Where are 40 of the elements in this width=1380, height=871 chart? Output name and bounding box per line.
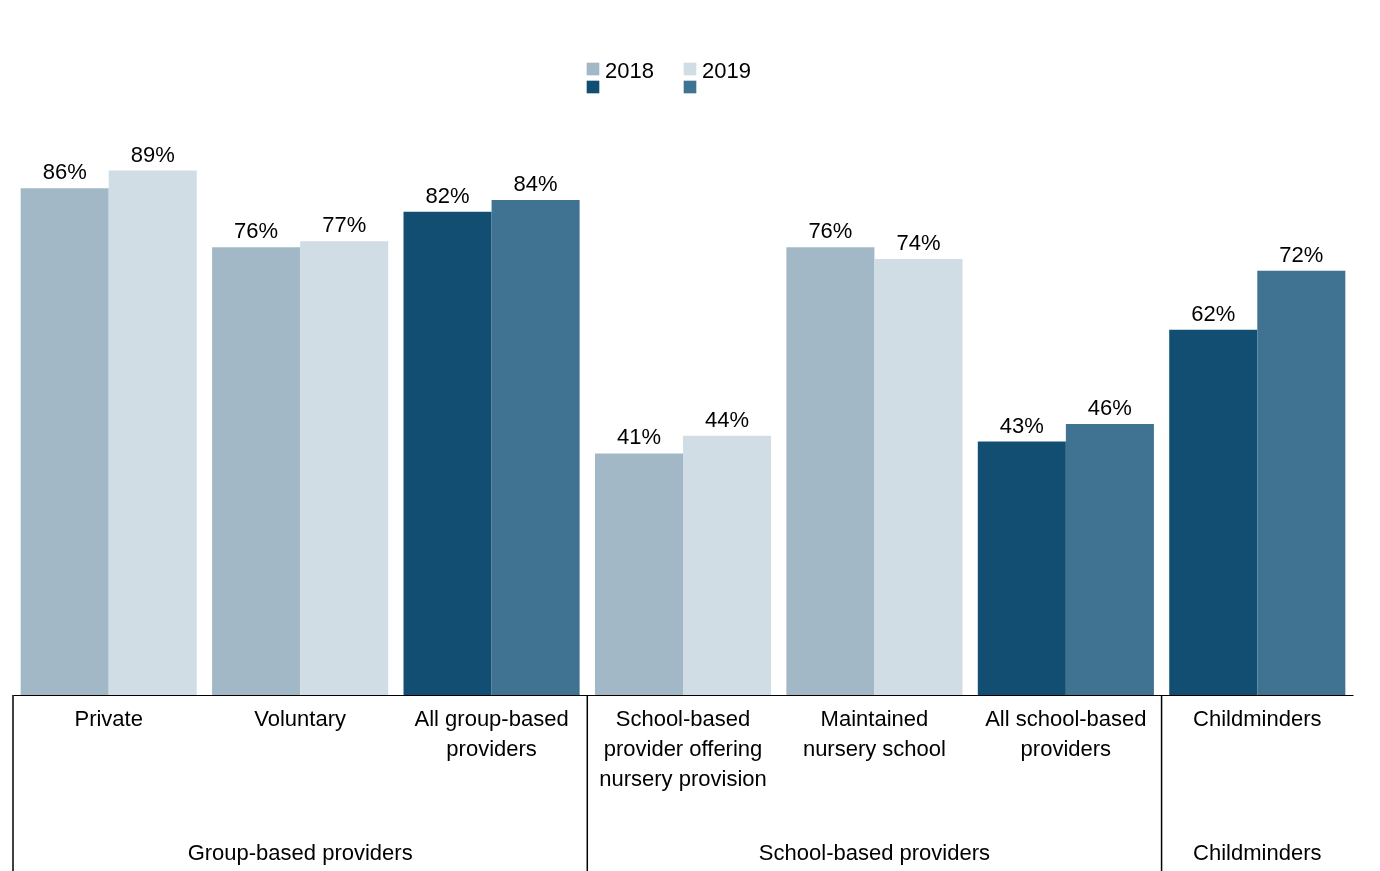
bar xyxy=(300,241,389,695)
bar xyxy=(683,435,772,695)
bar xyxy=(491,200,580,695)
data-label: 82% xyxy=(425,182,470,208)
bar xyxy=(20,188,109,695)
data-label: 62% xyxy=(1191,300,1236,326)
x-tick-label: All school-based providers xyxy=(985,706,1147,761)
bar xyxy=(874,258,963,695)
data-label: 77% xyxy=(322,212,367,238)
data-label: 76% xyxy=(234,218,279,244)
data-label: 41% xyxy=(616,424,661,450)
data-label: 89% xyxy=(130,141,175,167)
bar xyxy=(977,441,1066,695)
x-tick-label: All group-based providers xyxy=(414,706,569,761)
legend-label: 2018 xyxy=(605,58,654,83)
bar xyxy=(108,170,197,695)
data-label: 46% xyxy=(1087,394,1132,420)
data-label: 76% xyxy=(808,218,853,244)
bar xyxy=(594,453,683,695)
bar xyxy=(1169,329,1258,695)
bar xyxy=(403,211,492,695)
x-tick-label: School-based provider offering nursery provision xyxy=(599,706,767,791)
x-tick-label: Childminders xyxy=(1193,706,1322,731)
bar xyxy=(1257,270,1346,695)
text: Childminders xyxy=(1193,840,1322,865)
data-label: 86% xyxy=(42,159,87,185)
text: School-based providers xyxy=(758,840,990,865)
data-label: 44% xyxy=(705,406,750,432)
data-label: 74% xyxy=(896,229,941,255)
x-tick-label: Maintained nursery school xyxy=(802,706,946,761)
data-label: 84% xyxy=(513,171,558,197)
bar xyxy=(786,247,875,695)
data-label: 43% xyxy=(999,412,1044,438)
bar xyxy=(1065,423,1154,695)
legend-label: 2019 xyxy=(702,58,751,83)
bar xyxy=(212,247,301,695)
x-tick-label: Voluntary xyxy=(254,706,347,731)
x-tick-label: Private xyxy=(74,706,143,731)
data-label: 72% xyxy=(1279,241,1324,267)
text: Group-based providers xyxy=(187,840,413,865)
